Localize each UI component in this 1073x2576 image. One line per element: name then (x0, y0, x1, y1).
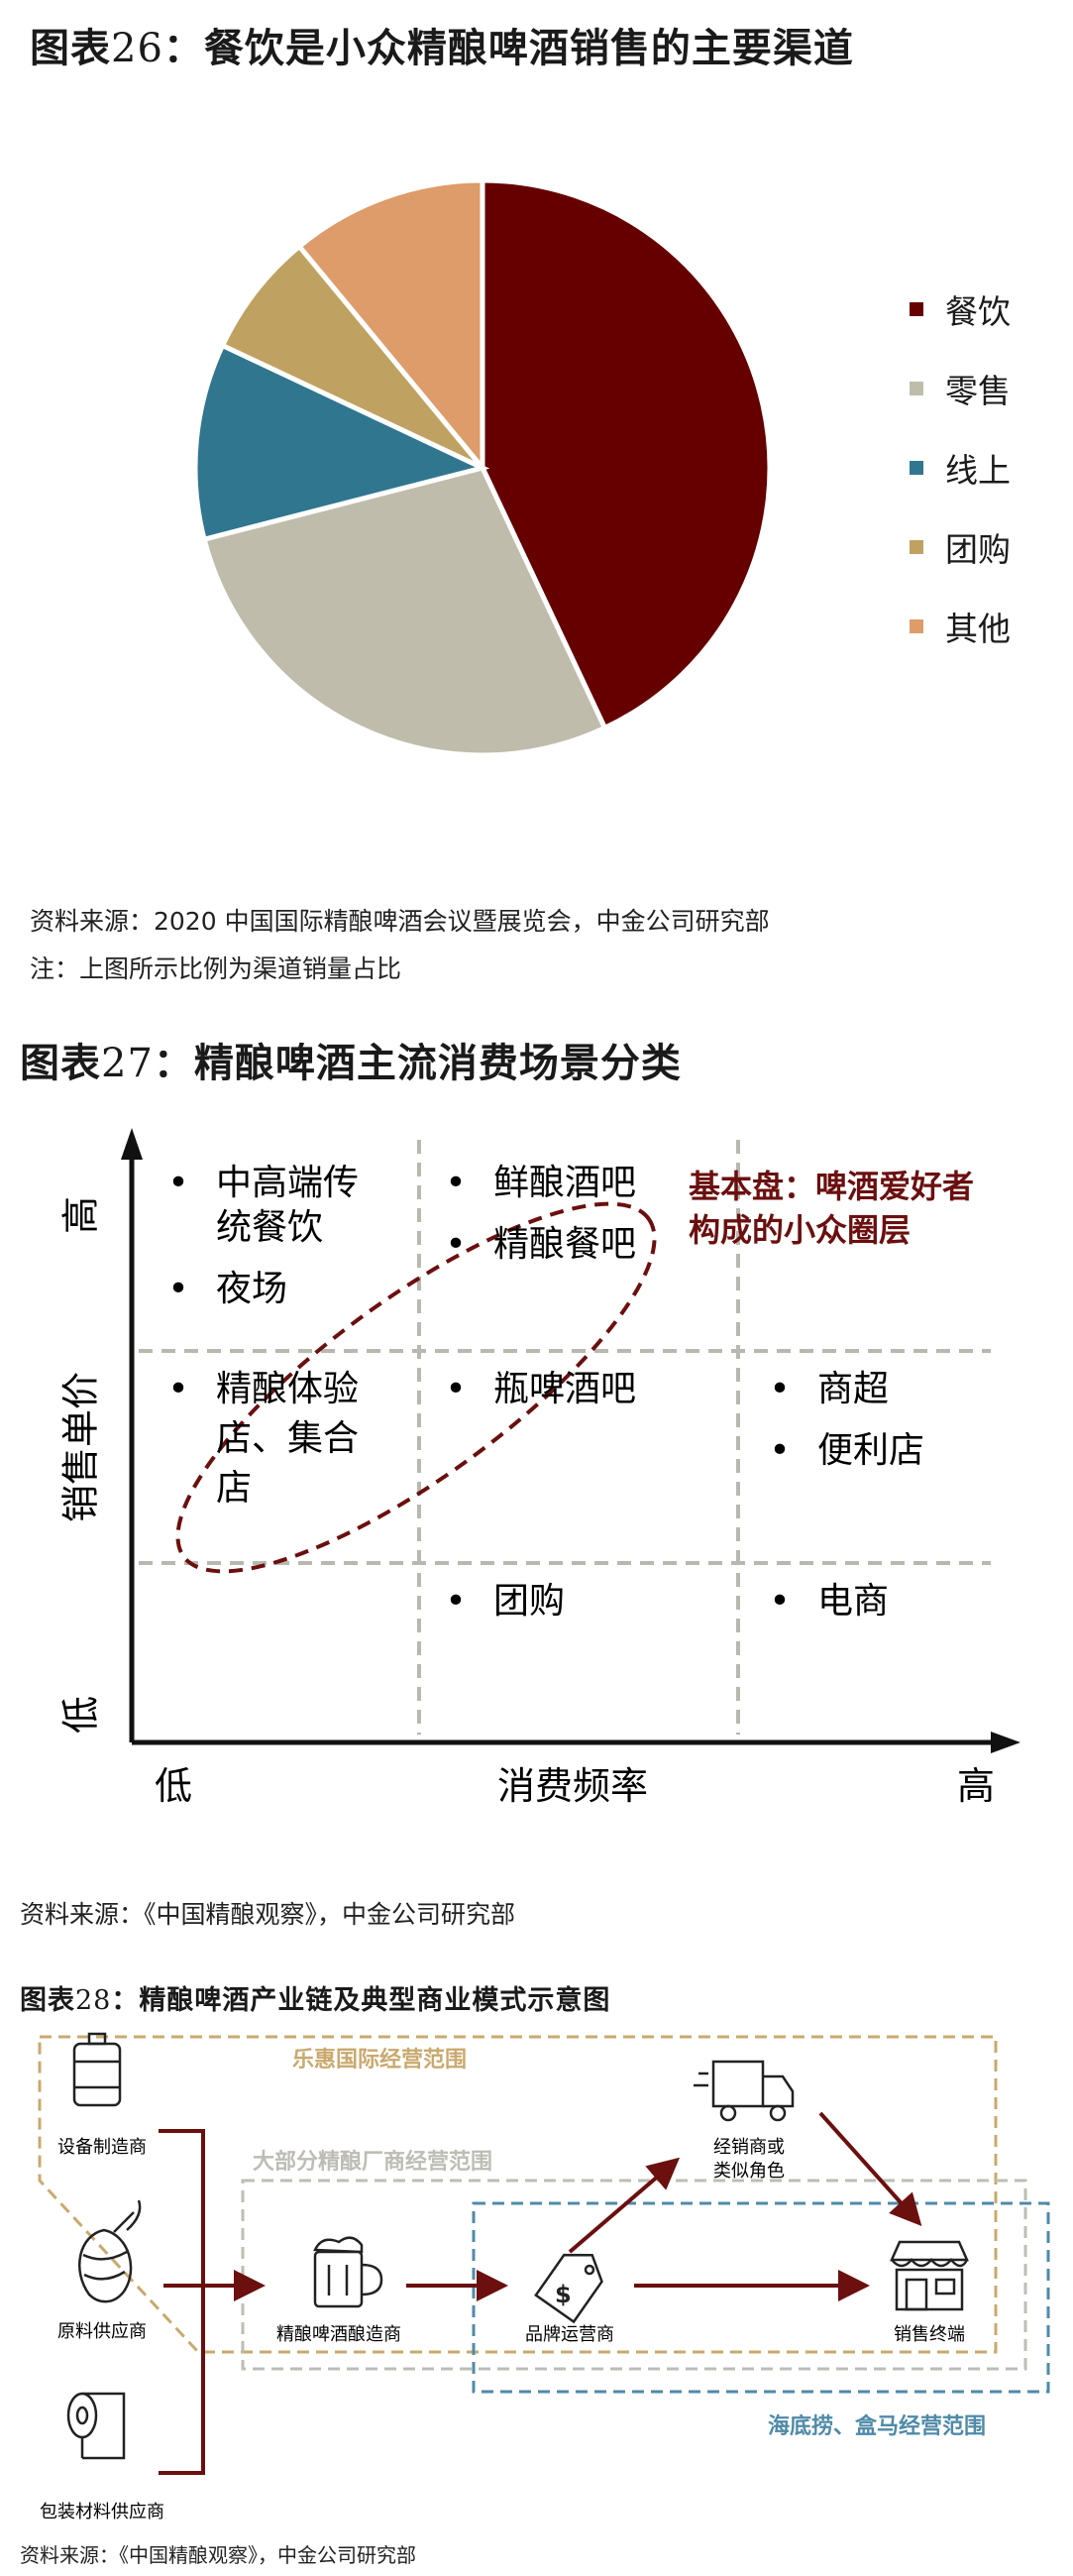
region-grey-label: 大部分精酿厂商经营范围 (253, 2149, 492, 2175)
scenario-label: 商超 (817, 1369, 889, 1409)
legend-label: 其他 (945, 610, 1011, 648)
legend-swatch (910, 302, 923, 316)
x-low-label: 低 (155, 1764, 192, 1808)
fig27-title-prefix: 图表 (20, 1041, 101, 1086)
legend-label: 餐饮 (945, 292, 1011, 331)
storefront-icon (890, 2240, 969, 2311)
fig27-source: 资料来源：《中国精酿观察》，中金公司研究部 (20, 1900, 516, 1929)
scenario-label: 店 (216, 1468, 252, 1509)
scenario-label: 精酿体验 (216, 1369, 359, 1409)
bullet: • (445, 1224, 466, 1265)
x-high-label: 高 (957, 1764, 995, 1808)
pie-slice-1 (480, 177, 773, 731)
svg-text:$: $ (555, 2281, 572, 2308)
delivery-truck-icon (694, 2060, 795, 2122)
bullet: • (445, 1163, 466, 1203)
node-brewer: 精酿啤酒酿造商 (276, 2324, 401, 2345)
legend-item: 零售 (910, 365, 1011, 412)
node-raw: 原料供应商 (57, 2321, 147, 2342)
packaging-roll-icon (66, 2392, 126, 2460)
scenario-label: 精酿餐吧 (493, 1224, 636, 1265)
legend-swatch (910, 461, 923, 475)
scenario-label: 夜场 (216, 1269, 287, 1309)
region-gold-label: 乐惠国际经营范围 (292, 2047, 467, 2072)
bullet: • (167, 1163, 188, 1203)
x-axis-label: 消费频率 (497, 1764, 648, 1808)
legend-swatch (910, 619, 923, 633)
fig26-note: 注：上图所示比例为渠道销量占比 (30, 954, 402, 983)
region-blue-box (472, 2201, 1050, 2394)
fig28-source: 资料来源：《中国精酿观察》，中金公司研究部 (20, 2543, 416, 2567)
price-tag-icon: $ (534, 2253, 603, 2324)
pie-slice-5 (295, 177, 485, 475)
fig28-title-num: 28 (75, 1985, 112, 2016)
y-low-label: 低 (59, 1696, 103, 1734)
pie-slice-3 (192, 342, 490, 543)
callout-line-1: 基本盘：啤酒爱好者 (689, 1168, 974, 1205)
legend-item: 其他 (910, 603, 1011, 650)
bullet: • (167, 1269, 188, 1309)
node-equipment: 设备制造商 (57, 2137, 147, 2158)
industry-chain-diagram: 乐惠国际经营范围 大部分精酿厂商经营范围 海底捞、盒马经营范围 设备制造商 原料… (38, 2032, 1050, 2522)
arrow-to-distributor (568, 2157, 681, 2254)
bullet: • (445, 1369, 466, 1409)
scenario-matrix: 高 销售单价 低 低 消费频率 高 • 中高端传 统餐饮 • 夜场 • 鲜酿酒吧… (59, 1128, 1020, 1808)
arrow-distributor-to-terminal (818, 2111, 922, 2226)
region-blue-label: 海底捞、盒马经营范围 (768, 2413, 986, 2439)
node-distributor-line2: 类似角色 (713, 2161, 785, 2182)
scenario-label: 团购 (493, 1581, 565, 1622)
pie-chart (192, 177, 773, 758)
callout-line-2: 构成的小众圈层 (689, 1211, 911, 1249)
bullet: • (769, 1369, 790, 1409)
legend-label: 零售 (945, 372, 1011, 410)
legend-item: 餐饮 (910, 285, 1011, 333)
bullet: • (445, 1581, 466, 1622)
legend-swatch (910, 382, 923, 395)
fig26-title-main: ：餐饮是小众精酿啤酒销售的主要渠道 (162, 26, 854, 71)
x-axis-arrow-icon (991, 1732, 1020, 1753)
fig28-title-main: ：精酿啤酒产业链及典型商业模式示意图 (111, 1985, 611, 2016)
y-high-label: 高 (59, 1196, 103, 1234)
fig26-source: 资料来源：2020 中国国际精酿啤酒会议暨展览会，中金公司研究部 (30, 907, 770, 936)
fig26-title-prefix: 图表 (30, 26, 111, 71)
legend-item: 团购 (910, 523, 1011, 571)
node-packaging: 包装材料供应商 (40, 2502, 164, 2522)
legend-label: 线上 (945, 451, 1011, 490)
keg-icon (72, 2032, 122, 2107)
region-gold-box (38, 2035, 998, 2354)
y-axis-arrow-icon (121, 1128, 143, 1160)
bullet: • (769, 1581, 790, 1622)
fig26-title: 图表26：餐饮是小众精酿啤酒销售的主要渠道 (30, 16, 854, 73)
node-brand: 品牌运营商 (525, 2324, 614, 2345)
node-terminal: 销售终端 (894, 2324, 965, 2345)
legend-item: 线上 (910, 444, 1011, 492)
legend-swatch (910, 540, 923, 554)
scenario-label: 鲜酿酒吧 (493, 1163, 636, 1203)
fig26-title-num: 26 (111, 26, 163, 71)
supplier-bracket (159, 2129, 205, 2475)
y-axis-label: 销售单价 (59, 1372, 103, 1522)
scenario-label: 瓶啤酒吧 (493, 1369, 636, 1409)
node-distributor-line1: 经销商或 (713, 2137, 785, 2158)
legend-label: 团购 (945, 530, 1011, 569)
core-segment-ellipse (175, 1201, 657, 1574)
fig27-title-num: 27 (101, 1041, 154, 1086)
scenario-label: 中高端传 (216, 1163, 359, 1203)
fig27-title: 图表27：精酿啤酒主流消费场景分类 (20, 1031, 682, 1088)
fig27-title-main: ：精酿啤酒主流消费场景分类 (153, 1041, 682, 1086)
bullet: • (769, 1430, 790, 1471)
scenario-label: 便利店 (817, 1430, 924, 1471)
fig28-title: 图表28：精酿啤酒产业链及典型商业模式示意图 (20, 1978, 610, 2017)
scenario-label: 店、集合 (216, 1418, 359, 1459)
fig28-title-prefix: 图表 (20, 1985, 75, 2016)
hops-icon (78, 2199, 142, 2303)
scenario-label: 电商 (817, 1581, 889, 1622)
scenario-label: 统餐饮 (216, 1207, 323, 1248)
bullet: • (167, 1369, 188, 1409)
pie-slice-2 (201, 465, 608, 758)
beer-mug-icon (313, 2236, 383, 2308)
